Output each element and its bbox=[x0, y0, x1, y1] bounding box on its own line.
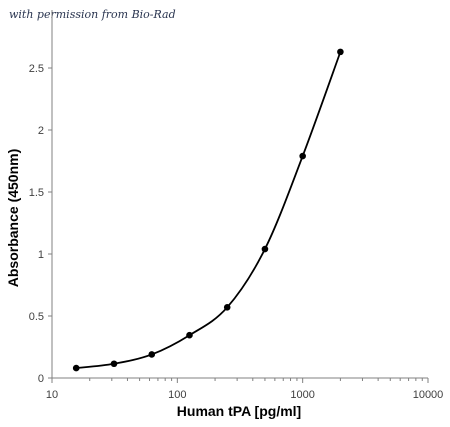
axes: 0 0.5 1 1.5 2 2.5 10 100 1000 10000 bbox=[29, 10, 444, 401]
y-tick-label: 0 bbox=[38, 373, 44, 385]
data-point bbox=[148, 351, 156, 358]
x-tick-label: 1000 bbox=[290, 389, 314, 401]
data-point bbox=[186, 331, 193, 339]
data-point bbox=[72, 364, 80, 372]
y-axis-title: Absorbance (450nm) bbox=[5, 149, 21, 287]
x-tick-label: 10 bbox=[46, 389, 58, 401]
data-point bbox=[110, 360, 118, 368]
curve-layer bbox=[76, 51, 342, 369]
y-tick-label: 1 bbox=[38, 249, 44, 261]
y-tick-label: 2 bbox=[38, 125, 44, 137]
marker-layer bbox=[72, 48, 344, 372]
x-tick-label: 10000 bbox=[413, 389, 444, 401]
x-tick-label: 100 bbox=[168, 389, 186, 401]
data-point bbox=[223, 304, 231, 311]
data-point bbox=[261, 245, 269, 253]
data-point bbox=[299, 152, 306, 160]
watermark-text: with permission from Bio-Rad bbox=[9, 8, 176, 21]
series-line bbox=[76, 51, 342, 369]
data-point bbox=[337, 48, 344, 56]
y-tick-label: 1.5 bbox=[29, 187, 44, 199]
x-axis-title: Human tPA [pg/ml] bbox=[177, 403, 301, 419]
y-tick-label: 0.5 bbox=[29, 311, 44, 323]
y-tick-label: 2.5 bbox=[29, 63, 44, 75]
